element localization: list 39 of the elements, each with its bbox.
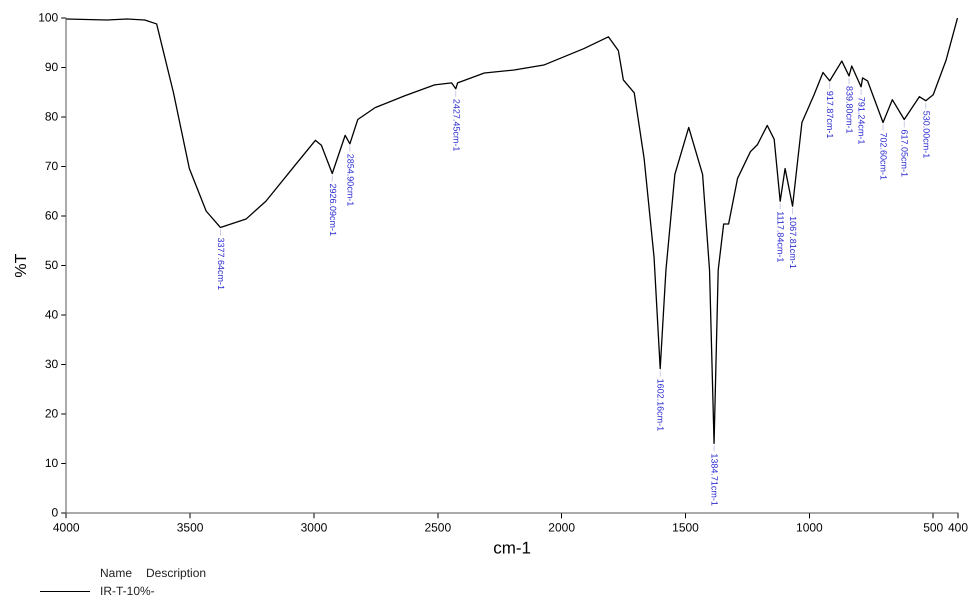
- x-axis-title: cm-1: [493, 538, 531, 558]
- x-tick-label: 2500: [424, 520, 452, 535]
- x-tick-label: 1000: [796, 520, 824, 535]
- annotation: 3377.64cm-1: [216, 237, 226, 290]
- y-tick-label: 100: [38, 10, 59, 24]
- annotation: 2854.90cm-1: [345, 154, 356, 206]
- y-tick-label: 80: [44, 109, 59, 124]
- y-tick-label: 70: [44, 158, 59, 173]
- y-tick-label: 0: [52, 506, 59, 520]
- legend-label: IR-T-10%-: [100, 584, 155, 598]
- annotation: 1117.84cm-1: [776, 211, 786, 262]
- annotation: 617.05cm-1: [900, 130, 910, 178]
- x-tick-label: 3500: [176, 520, 204, 535]
- annotation: 1067.81cm-1: [788, 216, 798, 269]
- x-tick-label: 1500: [672, 520, 700, 535]
- y-tick-label: 20: [44, 406, 59, 420]
- x-tick-label: 500: [923, 520, 944, 535]
- y-tick-label: 40: [44, 307, 59, 322]
- annotation: 791.24cm-1: [856, 96, 867, 144]
- annotation: 702.60cm-1: [878, 132, 889, 180]
- x-tick-label: 4000: [52, 520, 80, 535]
- y-tick-label: 30: [44, 356, 59, 371]
- annotation: 917.87cm-1: [825, 90, 836, 138]
- y-tick-label: 60: [44, 208, 59, 222]
- x-tick-label: 400: [948, 520, 968, 535]
- annotation: 2427.45cm-1: [451, 98, 462, 152]
- y-tick-label: 90: [44, 60, 59, 74]
- annotation: 2926.09cm-1: [328, 183, 338, 236]
- x-tick-label: 3000: [300, 520, 328, 535]
- legend-title: Name: [100, 566, 132, 580]
- x-tick-label: 2000: [548, 520, 576, 535]
- annotation: 1384.71cm-1: [710, 453, 720, 506]
- annotation: 1602.16cm-1: [656, 378, 666, 432]
- text: Description: [146, 566, 206, 580]
- y-tick-label: 10: [44, 456, 59, 470]
- annotation: 530.00cm-1: [921, 110, 932, 158]
- y-tick-label: 50: [44, 258, 59, 272]
- y-axis-title: %T: [13, 253, 30, 278]
- annotation: 839.80cm-1: [844, 86, 855, 134]
